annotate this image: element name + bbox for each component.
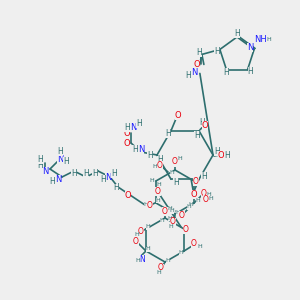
Text: H: H bbox=[160, 218, 164, 224]
Text: H: H bbox=[146, 224, 150, 230]
Text: H: H bbox=[157, 269, 161, 275]
Text: O: O bbox=[158, 263, 164, 272]
Text: O: O bbox=[193, 176, 199, 185]
Text: H: H bbox=[169, 224, 173, 229]
Text: O: O bbox=[183, 224, 189, 233]
Text: H: H bbox=[92, 169, 98, 178]
Text: H: H bbox=[201, 172, 207, 181]
Text: O: O bbox=[133, 236, 139, 245]
Text: O: O bbox=[201, 188, 207, 197]
Text: H: H bbox=[156, 197, 160, 202]
Text: H: H bbox=[248, 67, 254, 76]
Text: H: H bbox=[168, 206, 172, 211]
Text: H: H bbox=[49, 176, 55, 185]
Text: N: N bbox=[139, 254, 145, 263]
Text: O: O bbox=[147, 200, 153, 209]
Text: H: H bbox=[224, 68, 229, 77]
Text: H: H bbox=[234, 28, 240, 38]
Text: H: H bbox=[194, 131, 200, 140]
Text: H: H bbox=[168, 215, 172, 220]
Text: N: N bbox=[105, 172, 111, 182]
Text: H: H bbox=[157, 155, 163, 164]
Text: H: H bbox=[166, 257, 170, 262]
Text: H: H bbox=[189, 202, 194, 208]
Text: H: H bbox=[267, 37, 272, 42]
Text: H: H bbox=[37, 154, 43, 164]
Text: H: H bbox=[214, 146, 220, 155]
Text: H: H bbox=[187, 205, 191, 209]
Text: O: O bbox=[203, 194, 209, 203]
Text: H: H bbox=[178, 157, 182, 161]
Text: H: H bbox=[214, 47, 220, 56]
Text: N: N bbox=[55, 175, 61, 184]
Text: H: H bbox=[224, 151, 230, 160]
Text: N: N bbox=[42, 167, 48, 176]
Text: H: H bbox=[57, 146, 63, 155]
Text: N: N bbox=[138, 145, 144, 154]
Text: H: H bbox=[147, 151, 153, 160]
Text: O: O bbox=[162, 206, 168, 215]
Text: H: H bbox=[199, 118, 205, 127]
Text: O: O bbox=[202, 121, 208, 130]
Text: O: O bbox=[191, 190, 197, 199]
Text: O: O bbox=[218, 151, 224, 160]
Text: H: H bbox=[169, 170, 174, 175]
Text: N: N bbox=[191, 68, 197, 77]
Text: H: H bbox=[165, 129, 171, 138]
Text: H: H bbox=[150, 178, 154, 184]
Text: O: O bbox=[124, 128, 130, 137]
Text: H: H bbox=[185, 71, 191, 80]
Text: H: H bbox=[71, 169, 77, 178]
Text: H: H bbox=[100, 175, 106, 184]
Text: H: H bbox=[196, 48, 202, 57]
Text: H: H bbox=[209, 196, 213, 200]
Text: H: H bbox=[83, 169, 89, 178]
Text: O: O bbox=[124, 139, 130, 148]
Text: H: H bbox=[132, 145, 138, 154]
Text: H: H bbox=[170, 208, 174, 214]
Text: H: H bbox=[146, 247, 150, 251]
Text: H: H bbox=[144, 202, 148, 208]
Text: N: N bbox=[57, 154, 63, 164]
Text: N: N bbox=[247, 43, 253, 52]
Text: O: O bbox=[194, 60, 200, 69]
Text: H: H bbox=[179, 250, 183, 256]
Text: H: H bbox=[135, 232, 139, 236]
Text: H: H bbox=[157, 182, 161, 187]
Text: O: O bbox=[172, 158, 178, 166]
Text: O: O bbox=[125, 190, 131, 200]
Text: H: H bbox=[198, 244, 203, 248]
Text: H: H bbox=[37, 160, 43, 169]
Text: O: O bbox=[170, 218, 176, 226]
Text: O: O bbox=[179, 211, 185, 220]
Text: H: H bbox=[124, 122, 130, 131]
Text: H: H bbox=[136, 118, 142, 127]
Text: H: H bbox=[196, 197, 200, 202]
Text: H: H bbox=[153, 164, 158, 169]
Text: H: H bbox=[176, 209, 180, 214]
Text: H: H bbox=[111, 169, 117, 178]
Text: NH: NH bbox=[254, 35, 266, 44]
Text: N: N bbox=[130, 122, 136, 131]
Text: H: H bbox=[136, 259, 140, 263]
Text: O: O bbox=[191, 239, 197, 248]
Text: O: O bbox=[175, 111, 181, 120]
Text: O: O bbox=[138, 227, 144, 236]
Text: H: H bbox=[173, 178, 179, 187]
Text: O: O bbox=[157, 160, 163, 169]
Text: H: H bbox=[63, 157, 69, 166]
Text: O: O bbox=[155, 187, 161, 196]
Text: H: H bbox=[207, 193, 212, 197]
Text: H: H bbox=[113, 184, 119, 193]
